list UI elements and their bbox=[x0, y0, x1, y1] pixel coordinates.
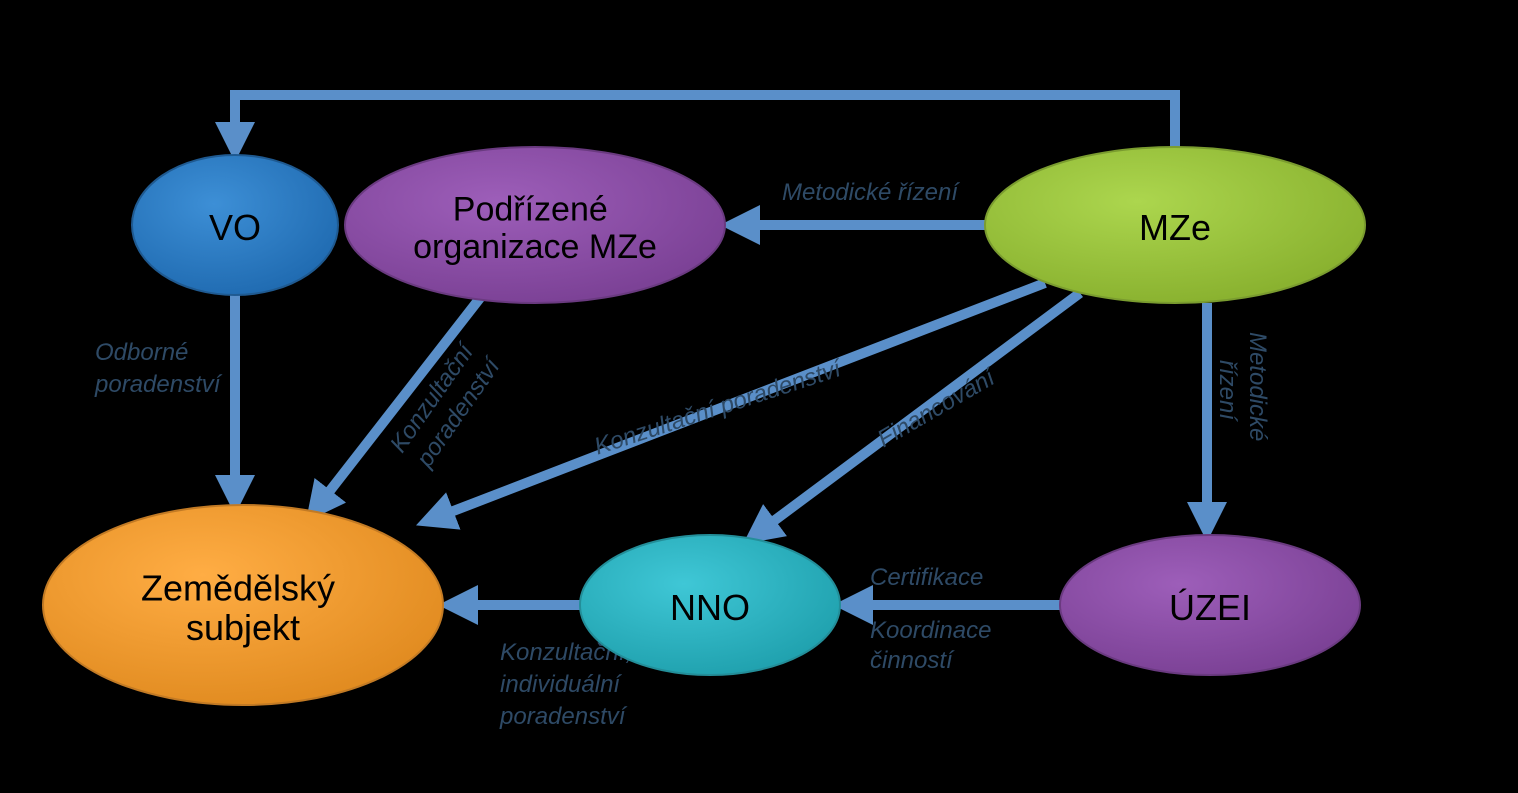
edge-label-uzei-nno: Certifikace Koordinace činností bbox=[870, 564, 998, 674]
edge-label-mze-zemedelsky: Konzultační poradenství bbox=[591, 355, 846, 461]
svg-text:MZe: MZe bbox=[1139, 207, 1211, 248]
node-mze: MZe bbox=[985, 147, 1365, 303]
svg-text:VO: VO bbox=[209, 207, 261, 248]
svg-text:ÚZEI: ÚZEI bbox=[1169, 587, 1251, 628]
node-vo: VO bbox=[132, 155, 338, 295]
node-nno: NNO bbox=[580, 535, 840, 675]
edge-label-mze-podrizene: Metodické řízení bbox=[782, 179, 960, 206]
edge-label-vo-zemedelsky: Odborné poradenství bbox=[94, 339, 223, 398]
node-podrizene: Podřízené organizace MZe bbox=[345, 147, 725, 303]
node-zemedelsky: Zemědělský subjekt bbox=[43, 505, 443, 705]
edge-mze-to-vo-top bbox=[235, 95, 1175, 147]
edge-label-mze-uzei: Metodické řízení bbox=[1214, 332, 1271, 448]
node-uzei: ÚZEI bbox=[1060, 535, 1360, 675]
edge-label-mze-nno: Financování bbox=[873, 363, 1002, 453]
svg-text:NNO: NNO bbox=[670, 587, 750, 628]
